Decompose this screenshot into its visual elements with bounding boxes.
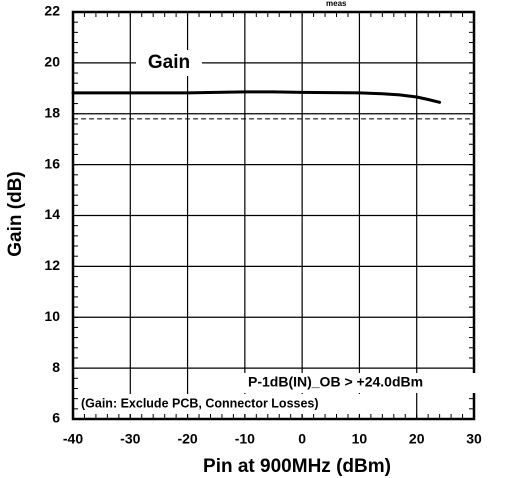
y-tick-label: 16 <box>44 155 60 171</box>
plot-frame <box>71 10 476 421</box>
x-tick-labels: -40 -30 -20 -10 0 10 20 30 <box>63 431 482 447</box>
x-tick-label: -30 <box>120 431 140 447</box>
gain-label-bg <box>136 50 202 76</box>
x-tick-label: 10 <box>352 431 368 447</box>
y-tick-labels: 6 8 10 12 14 16 18 20 22 <box>44 3 60 426</box>
x-tick-label: 0 <box>298 431 306 447</box>
y-tick-label: 8 <box>52 359 60 375</box>
y-tick-label: 18 <box>44 104 60 120</box>
gain-series-label: Gain <box>148 52 190 73</box>
y-tick-label: 20 <box>44 54 60 70</box>
y-tick-label: 6 <box>52 410 60 426</box>
x-axis-title: Pin at 900MHz (dBm) <box>203 456 391 477</box>
y-tick-label: 10 <box>44 308 60 324</box>
note-label-bg <box>79 394 378 414</box>
y-axis-title: Gain (dB) <box>5 171 26 257</box>
y-tick-label: 22 <box>44 3 60 19</box>
x-tick-label: -10 <box>235 431 255 447</box>
y-tick-label: 14 <box>44 206 60 222</box>
y-tick-label: 12 <box>44 257 60 273</box>
p1db-annotation: P-1dB(IN)_OB > +24.0dBm <box>248 374 423 390</box>
grid <box>73 12 474 419</box>
x-tick-label: 20 <box>409 431 425 447</box>
top-partial-label: meas <box>326 0 347 8</box>
series-line-gain <box>71 90 442 104</box>
p1db-label-bg <box>243 373 479 393</box>
x-tick-label: -40 <box>63 431 83 447</box>
gain-note-annotation: (Gain: Exclude PCB, Connector Losses) <box>81 396 319 410</box>
x-tick-label: -20 <box>177 431 197 447</box>
x-tick-label: 30 <box>466 431 482 447</box>
